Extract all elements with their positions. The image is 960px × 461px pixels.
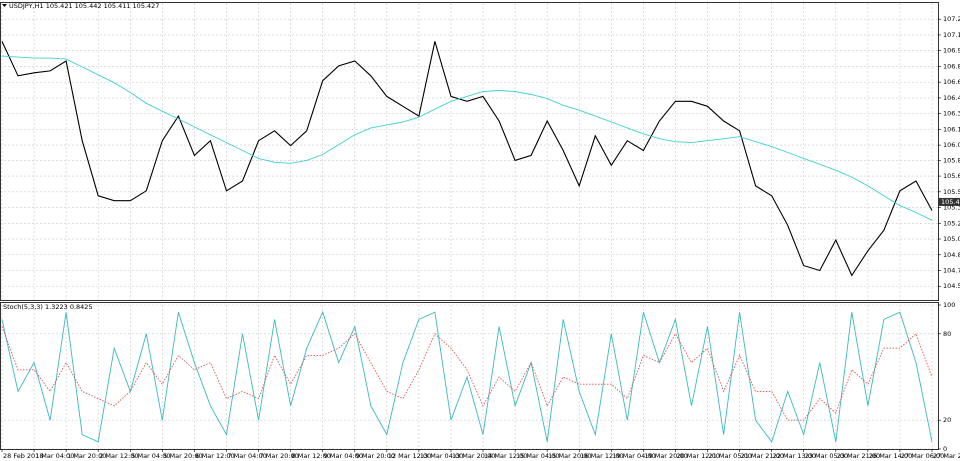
x-tick-label: 20 Mar 12:00	[676, 452, 719, 460]
y-tick-label: 105.210	[943, 219, 960, 227]
y-tick-label: 106.805	[943, 62, 960, 70]
x-tick-label: 6 Mar 12:00	[195, 452, 234, 460]
x-tick-label: 27 Mar 22:00	[933, 452, 960, 460]
x-tick-label: 28 Feb 2018	[3, 452, 43, 460]
price-title: USDJPY,H1 105.421 105.442 105.411 105.42…	[9, 2, 159, 10]
moving-average	[1, 55, 933, 221]
price-panel	[0, 2, 939, 301]
price-line	[1, 41, 933, 277]
stoch-signal	[1, 326, 933, 421]
x-tick-label: 19 Mar 04:00	[612, 452, 655, 460]
last-price-label: 105.427	[941, 198, 960, 206]
y-tick-label: 104.570	[943, 282, 960, 290]
y-tick-label: 107.125	[943, 31, 960, 39]
x-tick-label: 7 Mar 20:00	[260, 452, 299, 460]
x-tick-label: 15 Mar 20:00	[548, 452, 591, 460]
last-price-tag	[939, 197, 960, 206]
x-tick-label: 21 Mar 05:00	[709, 452, 752, 460]
y-tick-label: 0	[943, 445, 947, 453]
y-tick-label: 106.645	[943, 78, 960, 86]
y-tick-label: 107.285	[943, 15, 960, 23]
x-tick-label: 9 Mar 20:00	[356, 452, 395, 460]
y-tick-label: 105.050	[943, 235, 960, 243]
x-tick-label: 13 Mar 20:00	[452, 452, 495, 460]
x-tick-label: 15 Mar 04:00	[516, 452, 559, 460]
x-tick-label: 8 Mar 12:00	[292, 452, 331, 460]
y-tick-label: 106.165	[943, 125, 960, 133]
y-tick-label: 106.485	[943, 94, 960, 102]
x-tick-label: 23 Mar 05:00	[805, 452, 848, 460]
x-tick-label: 19 Mar 20:00	[644, 452, 687, 460]
x-tick-label: 5 Mar 20:00	[163, 452, 202, 460]
y-tick-label: 105.690	[943, 172, 960, 180]
x-tick-label: 21 Mar 21:00	[741, 452, 784, 460]
y-tick-label: 106.005	[943, 141, 960, 149]
y-tick-label: 105.370	[943, 204, 960, 212]
x-tick-label: 5 Mar 04:00	[131, 452, 170, 460]
x-tick-label: 1 Mar 04:00	[35, 452, 74, 460]
stoch-panel	[0, 302, 939, 450]
y-tick-label: 105.530	[943, 188, 960, 196]
dropdown-icon[interactable]	[2, 4, 7, 7]
x-tick-label: 14 Mar 12:00	[484, 452, 527, 460]
x-tick-label: 16 Mar 12:00	[580, 452, 623, 460]
stoch-title: Stoch(5,3,3) 1.3223 0.8425	[3, 303, 93, 311]
y-tick-label: 100	[943, 301, 955, 309]
x-tick-label: 27 Mar 06:00	[901, 452, 944, 460]
x-tick-label: 13 Mar 04:00	[420, 452, 463, 460]
x-tick-label: 2 Mar 12:00	[99, 452, 138, 460]
y-tick-label: 80	[943, 330, 951, 338]
y-tick-label: 20	[943, 416, 951, 424]
x-tick-label: 12 Mar 12:00	[388, 452, 431, 460]
x-tick-label: 9 Mar 04:00	[324, 452, 363, 460]
y-tick-label: 106.965	[943, 47, 960, 55]
y-tick-label: 106.325	[943, 110, 960, 118]
y-tick-label: 104.890	[943, 251, 960, 259]
grid	[0, 3, 938, 450]
x-tick-label: 22 Mar 13:00	[773, 452, 816, 460]
y-tick-label: 104.730	[943, 266, 960, 274]
x-tick-label: 23 Mar 21:00	[837, 452, 880, 460]
x-tick-label: 1 Mar 20:00	[67, 452, 106, 460]
x-tick-label: 7 Mar 04:00	[227, 452, 266, 460]
x-tick-label: 26 Mar 14:00	[869, 452, 912, 460]
stoch-main	[1, 310, 933, 443]
y-tick-label: 105.850	[943, 156, 960, 164]
